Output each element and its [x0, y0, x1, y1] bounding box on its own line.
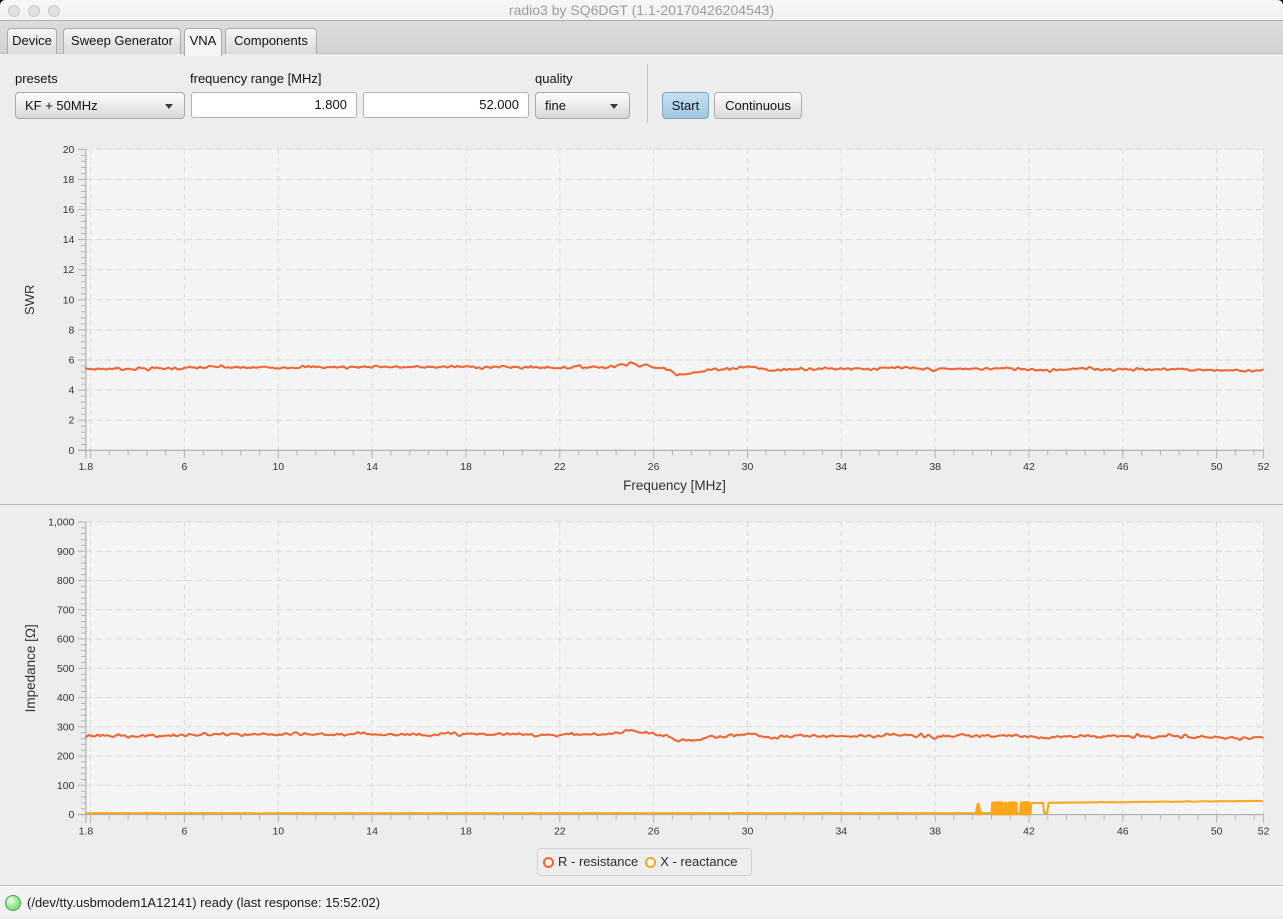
svg-text:10: 10 [63, 294, 75, 306]
svg-text:14: 14 [366, 461, 378, 473]
svg-text:14: 14 [366, 826, 378, 838]
svg-text:50: 50 [1211, 826, 1223, 838]
svg-text:700: 700 [57, 604, 75, 616]
svg-text:600: 600 [57, 634, 75, 646]
svg-text:38: 38 [929, 826, 941, 838]
svg-text:22: 22 [554, 826, 566, 838]
svg-text:18: 18 [460, 826, 472, 838]
svg-text:46: 46 [1117, 826, 1129, 838]
svg-text:Impedance [Ω]: Impedance [Ω] [23, 624, 38, 712]
svg-text:SWR: SWR [22, 285, 37, 315]
svg-text:20: 20 [63, 144, 75, 156]
svg-text:4: 4 [69, 385, 75, 397]
svg-text:1.8: 1.8 [79, 461, 94, 473]
svg-text:100: 100 [57, 780, 75, 792]
svg-text:Frequency [MHz]: Frequency [MHz] [623, 478, 726, 493]
svg-text:52: 52 [1258, 461, 1270, 473]
svg-text:800: 800 [57, 575, 75, 587]
svg-text:500: 500 [57, 663, 75, 675]
svg-text:2: 2 [69, 415, 75, 427]
svg-text:30: 30 [742, 826, 754, 838]
svg-text:26: 26 [648, 461, 660, 473]
svg-text:42: 42 [1023, 461, 1035, 473]
svg-text:14: 14 [63, 234, 75, 246]
svg-text:50: 50 [1211, 461, 1223, 473]
svg-text:300: 300 [57, 721, 75, 733]
svg-text:200: 200 [57, 751, 75, 763]
svg-text:10: 10 [272, 826, 284, 838]
svg-text:10: 10 [272, 461, 284, 473]
svg-text:6: 6 [181, 826, 187, 838]
svg-text:900: 900 [57, 546, 75, 558]
svg-text:8: 8 [69, 324, 75, 336]
svg-text:16: 16 [63, 204, 75, 216]
svg-text:18: 18 [460, 461, 472, 473]
svg-text:38: 38 [929, 461, 941, 473]
svg-text:1.8: 1.8 [79, 826, 94, 838]
svg-text:400: 400 [57, 692, 75, 704]
svg-text:26: 26 [648, 826, 660, 838]
svg-text:6: 6 [69, 355, 75, 367]
svg-text:0: 0 [69, 445, 75, 457]
svg-text:52: 52 [1258, 826, 1270, 838]
svg-text:6: 6 [181, 461, 187, 473]
svg-text:18: 18 [63, 174, 75, 186]
svg-text:0: 0 [69, 809, 75, 821]
svg-text:34: 34 [835, 826, 847, 838]
svg-text:30: 30 [742, 461, 754, 473]
svg-text:46: 46 [1117, 461, 1129, 473]
svg-text:34: 34 [835, 461, 847, 473]
svg-text:12: 12 [63, 264, 75, 276]
svg-text:42: 42 [1023, 826, 1035, 838]
svg-text:1,000: 1,000 [48, 517, 74, 529]
svg-text:22: 22 [554, 461, 566, 473]
